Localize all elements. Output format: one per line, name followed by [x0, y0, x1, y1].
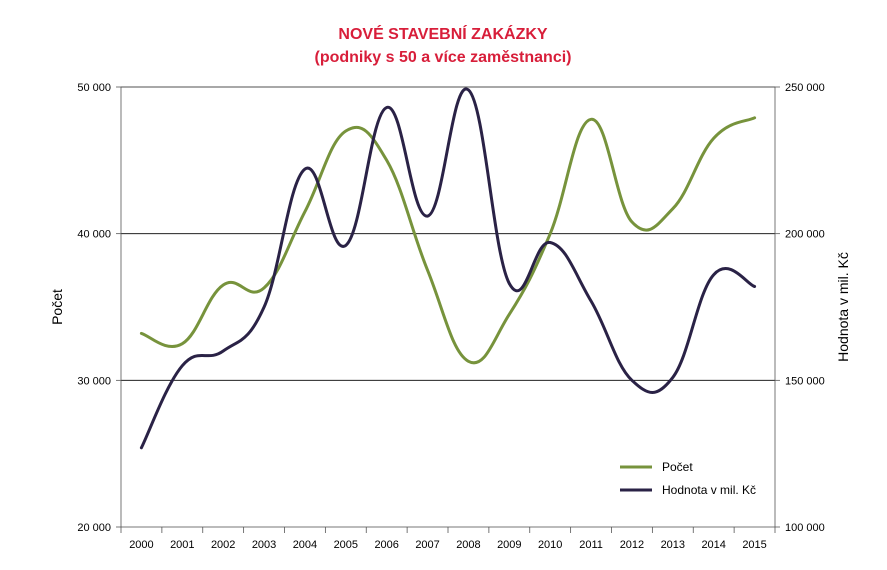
x-tick-label: 2001 — [170, 539, 194, 551]
x-tick-label: 2013 — [661, 539, 685, 551]
gridlines — [121, 86, 775, 381]
x-tick-label: 2000 — [129, 539, 153, 551]
x-tick-label: 2012 — [620, 539, 644, 551]
x-tick-label: 2005 — [334, 539, 358, 551]
legend-label-pocet: Počet — [662, 460, 693, 474]
x-tick-label: 2014 — [701, 539, 725, 551]
y-axis-right: 100 000 150 000 200 000 250 000 — [775, 82, 825, 534]
x-tick-label: 2010 — [538, 539, 562, 551]
y-axis-right-label: Hodnota v mil. Kč — [835, 252, 851, 362]
series-line-hodnota — [139, 87, 757, 450]
legend-label-hodnota: Hodnota v mil. Kč — [662, 483, 756, 497]
x-tick-label: 2007 — [415, 539, 439, 551]
y-right-tick-label: 150 000 — [785, 375, 825, 387]
y-left-tick-label: 30 000 — [77, 375, 111, 387]
series-lines — [139, 87, 757, 450]
x-axis: 2000 2001 2002 2003 2004 2005 2006 2007 2008 2009… — [120, 527, 776, 551]
x-tick-label: 2015 — [742, 539, 766, 551]
y-axis-left-label: Počet — [49, 289, 65, 325]
x-tick-label: 2009 — [497, 539, 521, 551]
y-right-tick-label: 100 000 — [785, 522, 825, 534]
y-left-tick-label: 20 000 — [77, 522, 111, 534]
chart-title: NOVÉ STAVEBNÍ ZAKÁZKY — [338, 24, 548, 43]
chart-subtitle: (podniky s 50 a více zaměstnanci) — [315, 49, 572, 66]
x-tick-label: 2002 — [211, 539, 235, 551]
y-right-tick-label: 200 000 — [785, 229, 825, 241]
legend: Počet Hodnota v mil. Kč — [620, 460, 756, 497]
x-tick-label: 2003 — [252, 539, 276, 551]
x-tick-label: 2004 — [293, 539, 317, 551]
y-right-tick-label: 250 000 — [785, 82, 825, 94]
y-left-tick-label: 40 000 — [77, 229, 111, 241]
series-line-pocet — [139, 116, 757, 365]
y-axis-left: 20 000 30 000 40 000 50 000 — [77, 82, 121, 534]
x-tick-label: 2011 — [579, 539, 603, 551]
y-left-tick-label: 50 000 — [77, 82, 111, 94]
x-tick-label: 2006 — [374, 539, 398, 551]
x-tick-label: 2008 — [456, 539, 480, 551]
